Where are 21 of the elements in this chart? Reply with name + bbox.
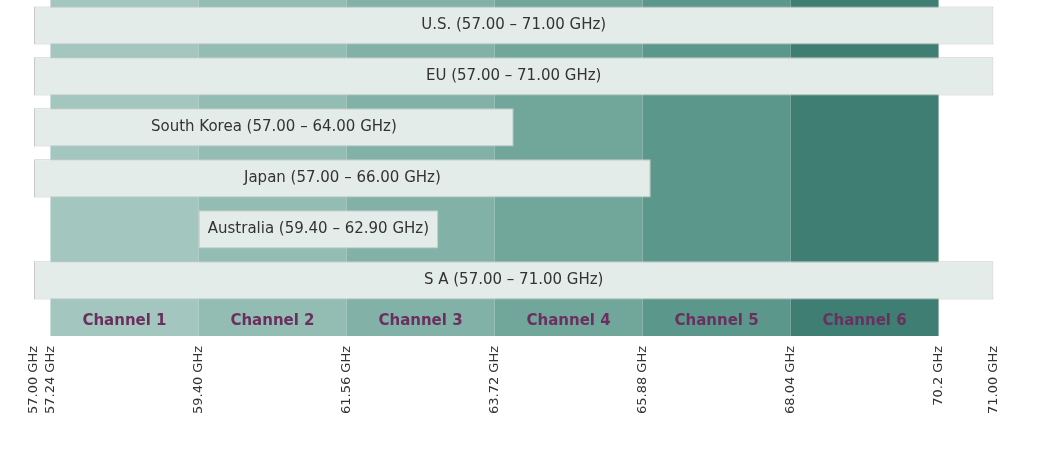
y-tick-label: EU (57.00 – 71.00 GHz) — [426, 66, 602, 85]
x-tick-label: 68.04 GHz — [781, 345, 797, 415]
x-tick-label: 61.56 GHz — [337, 345, 353, 415]
x-tick-label: 57.24 GHz — [41, 345, 57, 415]
x-tick-label: 57.00 GHz — [25, 345, 41, 415]
y-tick-label: Japan (57.00 – 66.00 GHz) — [242, 168, 441, 187]
x-tick-label: 59.40 GHz — [189, 345, 205, 415]
x-tick-label: 65.88 GHz — [633, 345, 649, 415]
band-label: Channel 5 — [674, 310, 759, 329]
band-label: Channel 2 — [230, 310, 315, 329]
x-tick-label: 63.72 GHz — [485, 345, 501, 415]
band-label: Channel 4 — [526, 310, 611, 329]
x-tick-label: 71.00 GHz — [984, 345, 1000, 415]
y-tick-label: S A (57.00 – 71.00 GHz) — [423, 270, 604, 289]
band-label: Channel 6 — [822, 310, 907, 329]
y-tick-label: South Korea (57.00 – 64.00 GHz) — [150, 117, 397, 136]
y-tick-label: U.S. (57.00 – 71.00 GHz) — [421, 15, 607, 34]
band-label: Channel 1 — [82, 310, 167, 329]
x-tick-label: 70.2 GHz — [929, 345, 945, 406]
band-label: Channel 3 — [378, 310, 463, 329]
y-tick-label: Australia (59.40 – 62.90 GHz) — [207, 219, 430, 238]
